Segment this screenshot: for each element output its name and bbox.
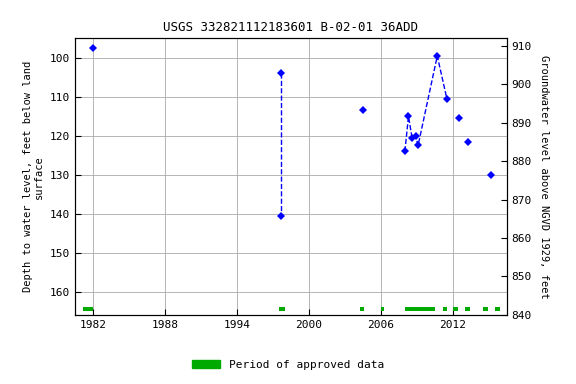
Bar: [453, 307, 458, 311]
Y-axis label: Depth to water level, feet below land
surface: Depth to water level, feet below land su…: [22, 61, 44, 292]
Bar: [381, 307, 385, 311]
Bar: [361, 307, 364, 311]
Y-axis label: Groundwater level above NGVD 1929, feet: Groundwater level above NGVD 1929, feet: [539, 55, 549, 298]
Bar: [405, 307, 435, 311]
Bar: [279, 307, 285, 311]
Bar: [444, 307, 447, 311]
Bar: [465, 307, 469, 311]
Bar: [483, 307, 488, 311]
Bar: [84, 307, 93, 311]
Title: USGS 332821112183601 B-02-01 36ADD: USGS 332821112183601 B-02-01 36ADD: [164, 22, 418, 35]
Bar: [495, 307, 500, 311]
Legend: Period of approved data: Period of approved data: [188, 356, 388, 375]
